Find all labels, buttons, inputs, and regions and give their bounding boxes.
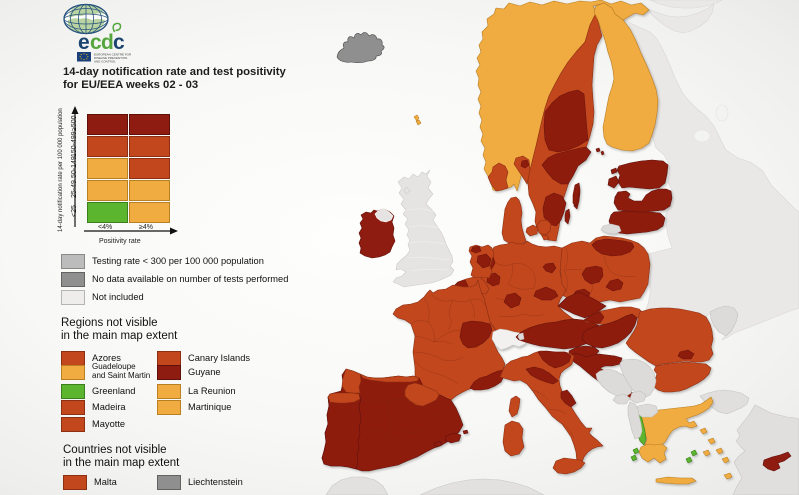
- svg-text:c: c: [113, 31, 125, 54]
- svg-text:EUROPEAN CENTRE FOR: EUROPEAN CENTRE FOR: [94, 53, 132, 57]
- svg-text:e: e: [78, 31, 90, 54]
- svg-text:c: c: [90, 31, 102, 54]
- svg-text:DISEASE PREVENTION: DISEASE PREVENTION: [94, 56, 127, 60]
- svg-text:AND CONTROL: AND CONTROL: [94, 60, 116, 64]
- svg-text:d: d: [101, 31, 114, 54]
